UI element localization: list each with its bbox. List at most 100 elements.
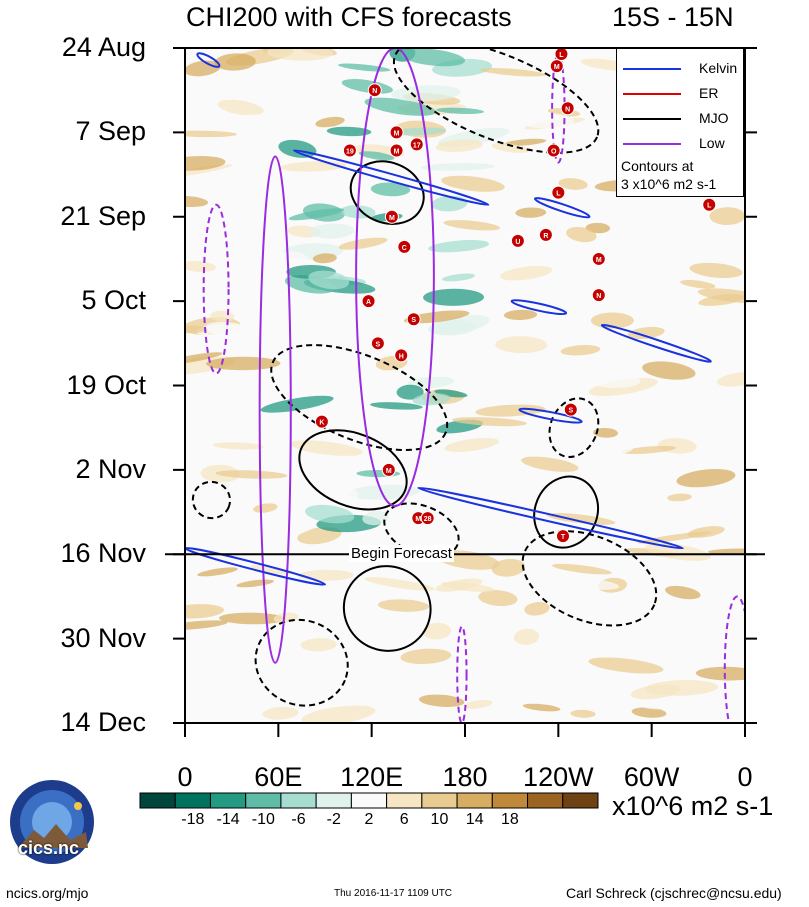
storm-label: C bbox=[402, 245, 407, 252]
anomaly-blob bbox=[253, 503, 278, 513]
latitude-band: 15S - 15N bbox=[612, 2, 734, 32]
storm-label: N bbox=[565, 106, 570, 113]
storm-marker: O bbox=[546, 143, 561, 158]
anomaly-blob bbox=[596, 441, 634, 455]
cics-logo bbox=[10, 780, 94, 864]
legend-er-swatch bbox=[623, 93, 681, 95]
anomaly-blob bbox=[630, 684, 681, 700]
storm-label: L bbox=[559, 52, 564, 59]
colorbar-swatch bbox=[174, 792, 211, 809]
anomaly-blob bbox=[651, 696, 705, 708]
anomaly-blob bbox=[555, 577, 620, 590]
anomaly-blob bbox=[371, 165, 434, 179]
anomaly-blob bbox=[370, 402, 423, 410]
anomaly-blob bbox=[588, 657, 664, 674]
x-tick-label: 60E bbox=[254, 762, 303, 792]
anomaly-blob bbox=[546, 513, 616, 525]
anomaly-blob bbox=[524, 602, 550, 616]
anomaly-blob bbox=[214, 53, 256, 71]
anomaly-blob bbox=[428, 240, 490, 253]
storm-label: 17 bbox=[413, 142, 421, 149]
anomaly-blob bbox=[308, 270, 350, 290]
website-link[interactable]: ncics.org/mjo bbox=[6, 885, 89, 901]
anomaly-blob bbox=[185, 604, 225, 619]
anomaly-blob bbox=[717, 372, 745, 387]
storm-marker: M bbox=[389, 143, 404, 158]
storm-label: K bbox=[319, 420, 324, 427]
mjo-contour bbox=[191, 480, 232, 520]
anomaly-blob bbox=[434, 389, 468, 398]
storm-symbol bbox=[538, 227, 553, 242]
storm-symbol bbox=[560, 101, 575, 116]
kelvin-contour bbox=[292, 149, 490, 206]
anomaly-blob bbox=[499, 265, 553, 281]
anomaly-blob bbox=[202, 181, 264, 199]
anomaly-blob bbox=[480, 68, 547, 77]
anomaly-blob bbox=[338, 237, 388, 250]
storm-marker: K bbox=[314, 414, 329, 429]
x-tick-label: 120E bbox=[340, 762, 404, 792]
y-tick-label: 2 Nov bbox=[75, 453, 146, 484]
timestamp: Thu 2016-11-17 1109 UTC bbox=[334, 888, 453, 899]
storm-label: M bbox=[386, 468, 392, 475]
storm-symbol bbox=[406, 312, 421, 327]
anomaly-blob bbox=[504, 138, 547, 146]
colorbar-swatch bbox=[491, 792, 529, 809]
anomaly-blob bbox=[422, 622, 452, 640]
anomaly-blob bbox=[225, 264, 271, 275]
anomaly-blob bbox=[219, 612, 285, 625]
anomaly-blob bbox=[478, 590, 518, 607]
storm-marker: 28 bbox=[420, 511, 435, 526]
storm-marker: M bbox=[381, 462, 396, 477]
anomaly-blob bbox=[418, 694, 465, 707]
anomaly-blob bbox=[423, 288, 485, 306]
kelvin-contour bbox=[533, 197, 591, 219]
anomaly-blob bbox=[391, 127, 446, 136]
anomaly-blob bbox=[288, 208, 345, 221]
anomaly-blob bbox=[225, 114, 290, 129]
anomaly-blob bbox=[709, 207, 745, 226]
mjo-contour bbox=[270, 344, 449, 452]
anomaly-blob bbox=[301, 705, 376, 723]
anomaly-blob bbox=[435, 139, 483, 153]
colorbar-swatch bbox=[350, 792, 388, 809]
storm-marker: M bbox=[591, 251, 606, 266]
anomaly-blob bbox=[523, 387, 581, 407]
anomaly-blob bbox=[442, 273, 476, 282]
y-tick-label: 16 Nov bbox=[60, 538, 146, 569]
anomaly-blob bbox=[364, 97, 436, 116]
storm-symbol bbox=[361, 294, 376, 309]
low-contour bbox=[355, 48, 435, 507]
chart-title: CHI200 with CFS forecasts bbox=[186, 2, 512, 32]
legend-er-label: ER bbox=[699, 85, 719, 101]
anomaly-blob bbox=[249, 521, 315, 540]
anomaly-blob bbox=[515, 207, 547, 218]
colorbar-swatch bbox=[315, 792, 352, 809]
anomaly-blob bbox=[631, 707, 667, 718]
anomaly-blob bbox=[667, 493, 692, 502]
storm-marker: M bbox=[384, 209, 399, 224]
colorbar-label: -18 bbox=[181, 811, 205, 828]
colorbar-swatch bbox=[421, 792, 458, 809]
storm-label: L bbox=[707, 203, 712, 210]
anomaly-blob bbox=[185, 260, 217, 272]
low-contour bbox=[456, 625, 468, 723]
anomaly-blob bbox=[593, 427, 619, 438]
storm-marker: M bbox=[549, 59, 564, 74]
anomaly-blob bbox=[198, 380, 258, 389]
anomaly-blob bbox=[185, 352, 223, 365]
kelvin-contour bbox=[600, 323, 712, 363]
legend-low-label: Low bbox=[699, 135, 725, 151]
anomaly-blob bbox=[441, 175, 505, 192]
colorbar-units: x10^6 m2 s-1 bbox=[612, 791, 774, 821]
storm-symbol bbox=[551, 185, 566, 200]
storm-label: 19 bbox=[346, 148, 354, 155]
storm-symbol bbox=[342, 143, 357, 158]
storm-label: H bbox=[399, 353, 404, 360]
anomaly-blob bbox=[514, 112, 575, 129]
anomaly-blob bbox=[396, 384, 424, 400]
mjo-contour bbox=[521, 530, 658, 627]
anomaly-blob bbox=[289, 440, 363, 456]
storm-symbol bbox=[389, 125, 404, 140]
legend-mjo-label: MJO bbox=[699, 110, 729, 126]
